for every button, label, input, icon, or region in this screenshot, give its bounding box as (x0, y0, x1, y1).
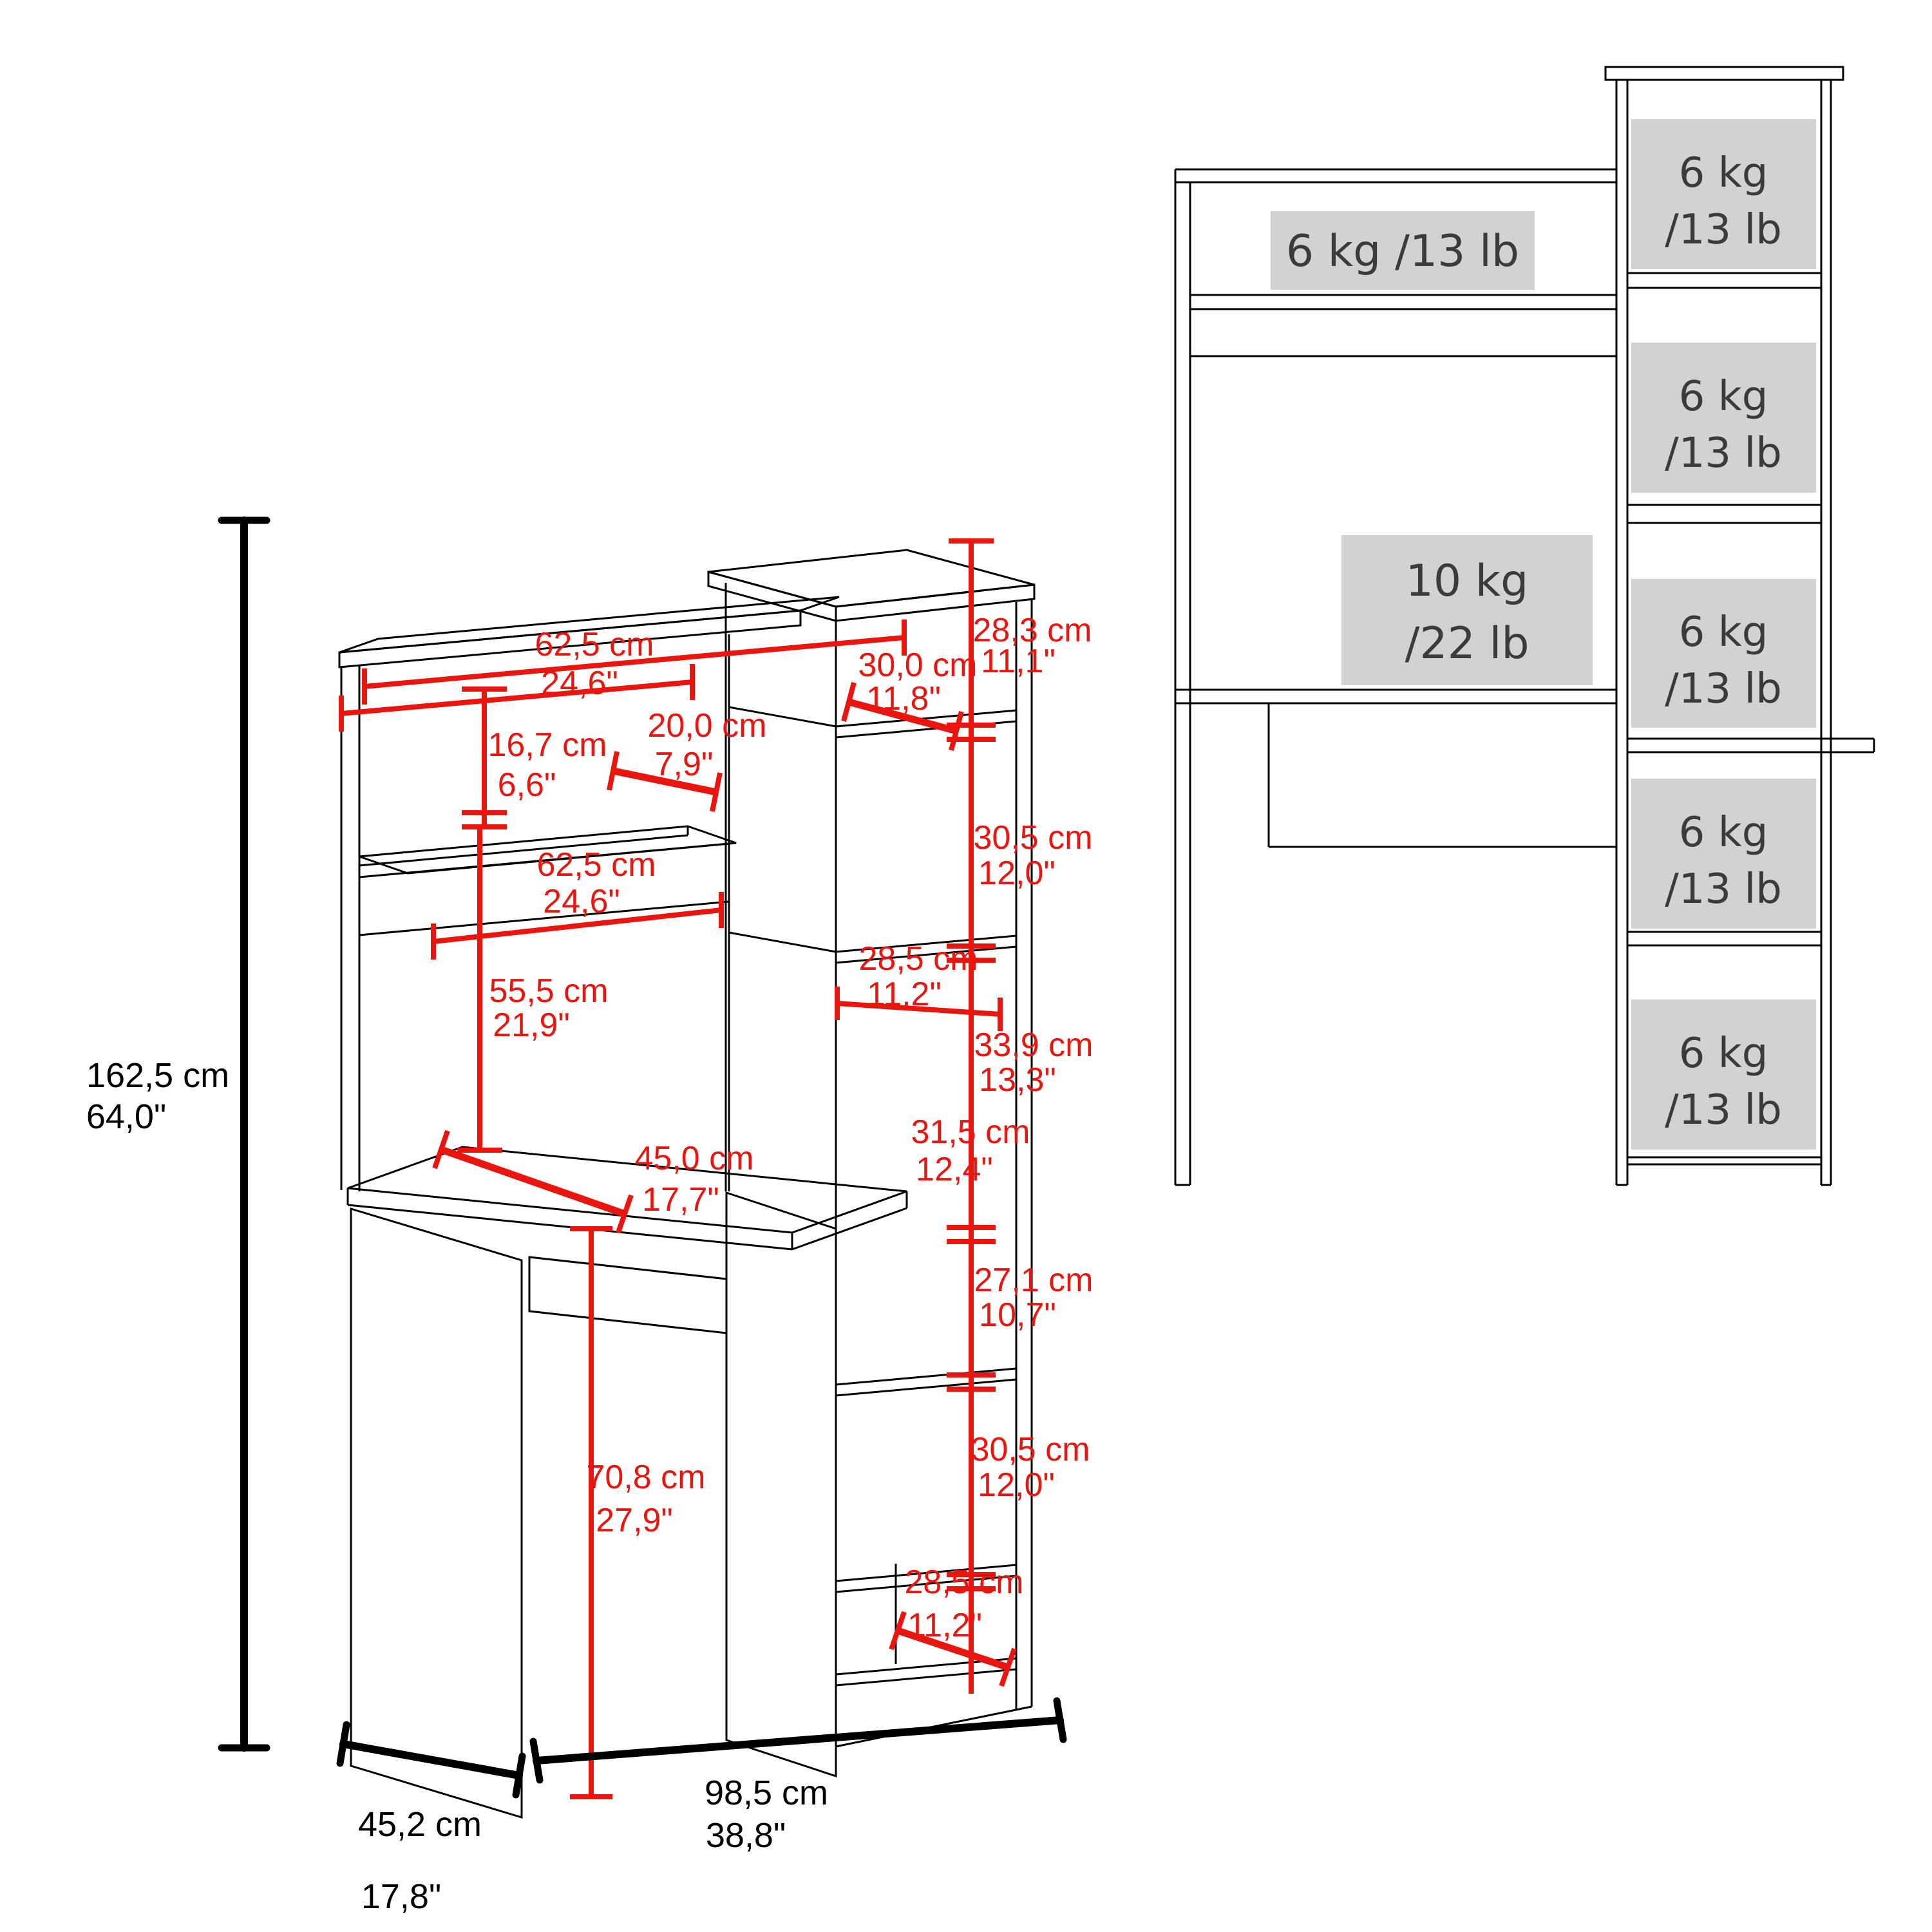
dim-tower-desk-cm: 31,5 cm (911, 1113, 1030, 1151)
desktop-capacity-line1: 10 kg (1406, 556, 1529, 607)
depth-cm-label: 45,2 cm (358, 1805, 482, 1844)
tower-capacity-5-line2: /13 lb (1665, 1086, 1782, 1134)
dim-desk-clear-width-in: 24,6" (543, 883, 620, 920)
red-dimension-labels: 62,5 cm 24,6" 16,7 cm 6,6" 20,0 cm 7,9" … (488, 612, 1094, 1644)
dim-tower-shelf-w-up-cm: 28,5 cm (859, 940, 978, 978)
desk-middle-panel (725, 1191, 837, 1778)
dim-hutch-top-width-cm: 62,5 cm (535, 626, 654, 663)
tower-capacity-3-line2: /13 lb (1665, 665, 1782, 713)
dim-tower-lower-in: 12,0" (978, 1466, 1055, 1504)
tower-capacity-3-line1: 6 kg (1679, 609, 1768, 656)
dim-hutch-shelf-gap-cm: 16,7 cm (488, 726, 607, 764)
dim-desk-depth-cm: 45,0 cm (635, 1140, 754, 1177)
hutch-back-rail (359, 842, 730, 936)
tower-capacity-box-3 (1631, 579, 1816, 728)
right-diagram: 6 kg /13 lb 10 kg /22 lb (1174, 66, 1875, 1186)
desk-left-panel (350, 1207, 523, 1819)
dim-tower-shelf-depth-cm: 30,0 cm (858, 647, 978, 684)
width-cm-label: 98,5 cm (705, 1774, 828, 1812)
height-in-label: 64,0" (86, 1097, 166, 1136)
dim-tower-upper-cm: 30,5 cm (974, 819, 1093, 857)
dim-tower-shelf-w-low-cm: 28,5 cm (905, 1564, 1024, 1601)
tower-capacity-2-line1: 6 kg (1679, 373, 1768, 421)
dim-hutch-opening-in: 21,9" (493, 1007, 570, 1044)
dim-tower-top-section-in: 11,1" (981, 643, 1056, 680)
dim-tower-upper-in: 12,0" (978, 855, 1056, 892)
tower-capacity-4-line1: 6 kg (1679, 809, 1768, 857)
tower-capacity-boxes: 6 kg /13 lb 6 kg /13 lb 6 kg /13 lb 6 kg… (1631, 119, 1816, 1150)
tower-capacity-2-line2: /13 lb (1665, 430, 1782, 477)
dim-tower-mid-cm: 33,9 cm (974, 1027, 1094, 1064)
tower-top-board (707, 549, 1036, 622)
dim-hutch-shelf-depth-cm: 20,0 cm (648, 707, 767, 744)
dim-tower-top-section-cm: 28,3 cm (973, 612, 1092, 649)
width-in-label: 38,8" (706, 1816, 786, 1855)
dim-hutch-top-width-in: 24,6" (541, 665, 618, 702)
front-tower-structure (1604, 66, 1875, 1186)
tower-capacity-box-5 (1631, 999, 1816, 1150)
hutch-shelf (358, 825, 737, 875)
red-dimension-lines (339, 538, 1017, 1799)
tower-capacity-4-line2: /13 lb (1665, 866, 1782, 913)
front-desk-structure (1174, 168, 1616, 1186)
dim-tower-desk-in: 12,4" (916, 1151, 993, 1188)
tower-capacity-1-line2: /13 lb (1665, 206, 1782, 254)
tower-capacity-box-4 (1631, 779, 1816, 929)
desktop-capacity-line2: /22 lb (1405, 618, 1529, 669)
left-diagram: 162,5 cm 64,0" (86, 516, 1094, 1916)
hutch-capacity-label: 6 kg /13 lb (1286, 226, 1519, 277)
dim-hutch-shelf-gap-in: 6,6" (498, 766, 556, 804)
height-dimension-line: 162,5 cm 64,0" (86, 516, 270, 1752)
dim-tower-shelf-w-up-in: 11,2" (867, 976, 942, 1013)
dim-tower-mid-in: 13,3" (979, 1061, 1056, 1099)
dim-hutch-shelf-depth-in: 7,9" (655, 746, 714, 783)
dim-under-desk-in: 10,7" (979, 1296, 1056, 1334)
tower-capacity-box-1 (1631, 119, 1816, 269)
dim-clearance-cm: 70,8 cm (587, 1459, 706, 1496)
drawer-front (528, 1256, 728, 1334)
hutch-top-board (338, 596, 840, 668)
depth-in-label: 17,8" (361, 1877, 441, 1916)
dim-tower-shelf-depth-in: 11,8" (866, 680, 941, 717)
dim-under-desk-cm: 27,1 cm (974, 1262, 1094, 1299)
height-cm-label: 162,5 cm (86, 1056, 229, 1095)
tower-capacity-5-line1: 6 kg (1679, 1030, 1768, 1077)
dim-clearance-in: 27,9" (596, 1502, 673, 1539)
dim-desk-depth-in: 17,7" (642, 1181, 719, 1218)
tower-capacity-box-2 (1631, 343, 1816, 493)
hutch-capacity-box (1271, 211, 1535, 290)
tower-capacity-1-line1: 6 kg (1679, 149, 1768, 197)
dim-desk-clear-width-cm: 62,5 cm (537, 846, 656, 884)
footprint-dimensions: 45,2 cm 17,8" 98,5 cm 38,8" (336, 1697, 1067, 1916)
desktop-capacity-box (1341, 535, 1593, 685)
dim-tower-shelf-w-low-in: 11,2" (907, 1607, 982, 1644)
dim-tower-lower-cm: 30,5 cm (971, 1431, 1090, 1468)
dim-hutch-opening-cm: 55,5 cm (489, 972, 609, 1010)
